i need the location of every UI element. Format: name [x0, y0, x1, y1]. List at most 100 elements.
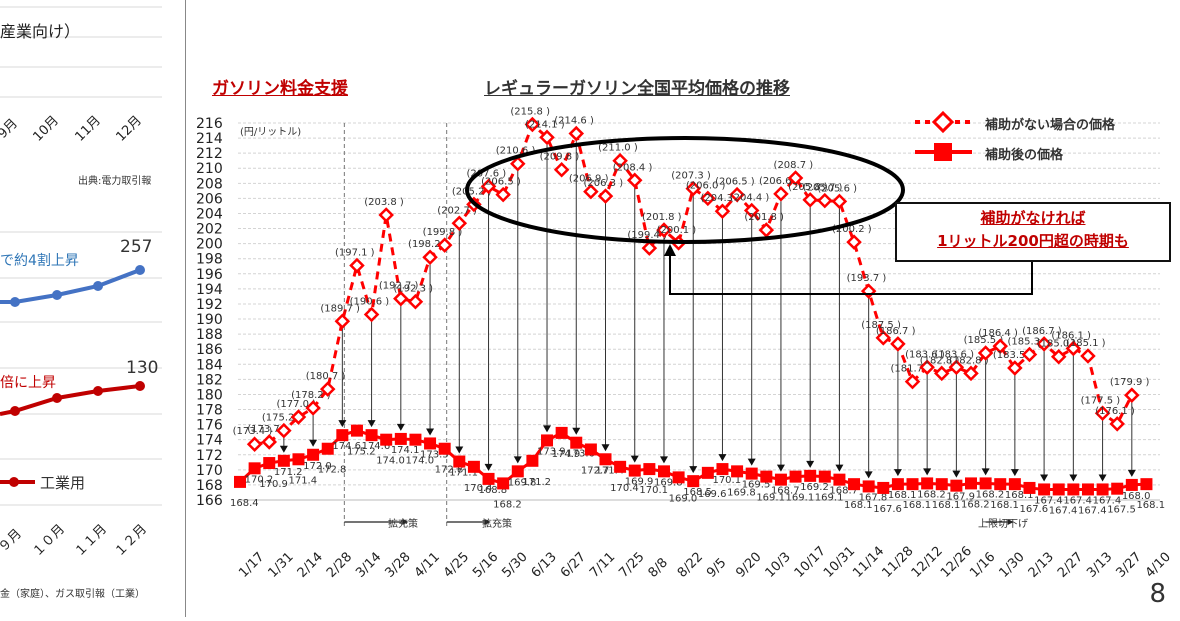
y-tick-label: 194: [196, 282, 223, 298]
with-subsidy-value: 169.1: [815, 493, 844, 504]
x-tick-label: 3/28: [382, 550, 413, 581]
cap-lowered-label: 上限切下げ: [978, 519, 1028, 530]
with-subsidy-value: 167.4: [1049, 505, 1078, 516]
no-subsidy-value: (202.7 ): [437, 205, 477, 216]
with-subsidy-value: 170.1: [712, 475, 741, 486]
no-subsidy-value: (201.8 ): [744, 212, 784, 223]
with-subsidy-marker: [526, 454, 539, 467]
y-tick-label: 202: [196, 222, 223, 238]
no-subsidy-value: (186.1 ): [1051, 330, 1091, 341]
section-label: ガソリン料金支援: [212, 79, 348, 99]
with-subsidy-marker: [307, 448, 320, 461]
no-subsidy-marker: [1080, 348, 1096, 364]
no-subsidy-marker: [612, 152, 628, 169]
with-subsidy-marker: [848, 478, 861, 491]
no-subsidy-value: (210.6 ): [496, 146, 536, 157]
x-tick-label: 2/13: [1026, 550, 1057, 581]
no-subsidy-value: (209.8 ): [540, 152, 580, 163]
no-subsidy-value: (183.6 ): [905, 349, 945, 360]
with-subsidy-value: 168.5: [683, 487, 712, 498]
callout-line2: 1リットル200円超の時期も: [937, 232, 1129, 250]
x-tick-label: 1/30: [996, 550, 1027, 581]
with-subsidy-value: 168.4: [230, 498, 259, 509]
no-subsidy-value: (205.7 ): [803, 183, 843, 194]
no-subsidy-value: (205.2 ): [452, 186, 492, 197]
with-subsidy-marker: [906, 478, 919, 491]
no-subsidy-value: (192.7 ): [379, 281, 419, 292]
no-subsidy-marker: [451, 215, 468, 232]
no-subsidy-marker: [393, 290, 409, 307]
no-subsidy-value: (206.5 ): [481, 177, 521, 188]
y-tick-label: 188: [196, 327, 223, 343]
with-subsidy-value: 169.9: [625, 477, 654, 488]
with-subsidy-marker: [292, 453, 305, 466]
with-subsidy-marker: [994, 478, 1007, 491]
with-subsidy-value: 169.1: [786, 493, 815, 504]
industrial-annotation: 倍に上昇: [0, 375, 56, 391]
with-subsidy-value: 172.8: [318, 465, 347, 476]
no-subsidy-value: (178.2 ): [291, 390, 331, 401]
callout-connector: [669, 250, 1033, 295]
no-subsidy-value: (186.7 ): [1022, 326, 1062, 337]
with-subsidy-value: 168.1: [1005, 490, 1034, 501]
with-subsidy-marker: [467, 460, 480, 473]
with-subsidy-value: 169.8: [727, 487, 756, 498]
x-tick-label: 10/3: [763, 550, 794, 581]
no-subsidy-value: (214.6 ): [554, 116, 594, 127]
no-subsidy-marker: [626, 172, 643, 189]
with-subsidy-value: 174.1: [391, 445, 420, 456]
no-subsidy-value: (189.7 ): [320, 303, 360, 314]
with-subsidy-value: 173.5: [420, 449, 449, 460]
y-tick-label: 212: [196, 146, 223, 162]
with-subsidy-marker: [570, 436, 583, 449]
with-subsidy-marker: [643, 463, 656, 476]
no-subsidy-value: (206.3 ): [584, 178, 624, 189]
no-subsidy-marker: [846, 234, 862, 250]
x-tick-label: 3/13: [1084, 550, 1115, 581]
no-subsidy-marker: [378, 207, 394, 223]
with-subsidy-value: 168.1: [903, 500, 932, 511]
no-subsidy-value: (179.9 ): [1110, 377, 1150, 388]
x-tick-label: 2/27: [1055, 550, 1086, 581]
with-subsidy-value: 169.6: [698, 489, 727, 500]
no-subsidy-marker: [743, 202, 760, 219]
with-subsidy-value: 171.1: [449, 468, 478, 479]
no-subsidy-value: (199.4 ): [627, 230, 667, 241]
x-tick-label: 1/17: [236, 550, 267, 581]
with-subsidy-marker: [336, 429, 349, 442]
no-subsidy-marker: [773, 186, 789, 202]
with-subsidy-value: 170.4: [464, 483, 493, 494]
household-end-value: 257: [120, 237, 153, 257]
no-subsidy-value: (175.2 ): [262, 413, 302, 424]
no-subsidy-marker: [1109, 416, 1125, 432]
no-subsidy-value: (206.6 ): [759, 176, 799, 187]
with-subsidy-value: 168.2: [917, 489, 946, 500]
y-tick-label: 174: [196, 433, 223, 449]
source-note: 金（家庭）、ガス取引報（工業）: [0, 589, 145, 600]
with-subsidy-value: 167.4: [1034, 495, 1063, 506]
household-annotation: で約4割上昇: [0, 253, 79, 269]
y-tick-label: 214: [196, 131, 223, 147]
with-subsidy-marker: [541, 434, 554, 447]
x-tick-label: 12/12: [909, 544, 946, 581]
with-subsidy-marker: [1067, 483, 1080, 496]
with-subsidy-marker: [731, 465, 744, 478]
no-subsidy-value: (197.1 ): [335, 248, 375, 259]
no-subsidy-marker: [510, 155, 526, 172]
no-subsidy-marker: [787, 170, 804, 186]
x-tick-label: 4/10: [1143, 550, 1174, 581]
no-subsidy-marker: [685, 180, 701, 197]
no-subsidy-marker: [480, 178, 497, 195]
with-subsidy-value: 172.8: [435, 465, 464, 476]
y-tick-label: 166: [196, 493, 223, 509]
no-subsidy-marker: [1094, 405, 1111, 422]
with-subsidy-marker: [921, 477, 934, 490]
with-subsidy-value: 174.6: [362, 441, 391, 452]
with-subsidy-value: 168.1: [844, 500, 873, 511]
x-tick-label: 9/20: [733, 550, 764, 581]
no-subsidy-marker: [890, 336, 906, 352]
with-subsidy-value: 169.5: [742, 480, 771, 491]
no-subsidy-marker: [407, 293, 424, 310]
no-subsidy-marker: [539, 129, 555, 146]
with-subsidy-value: 168.2: [976, 489, 1005, 500]
